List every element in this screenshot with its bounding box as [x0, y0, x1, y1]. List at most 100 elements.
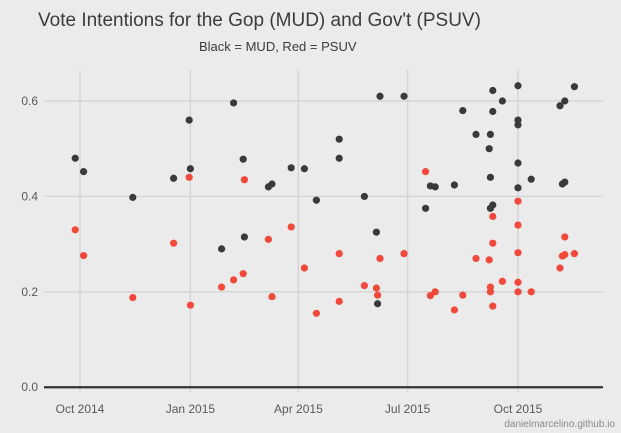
- mud-point: [287, 164, 295, 172]
- psuv-point: [556, 264, 564, 272]
- psuv-point: [431, 288, 439, 296]
- psuv-point: [422, 168, 430, 176]
- mud-point: [376, 92, 384, 100]
- psuv-point: [561, 233, 569, 241]
- psuv-point: [335, 250, 343, 258]
- x-tick-label: Oct 2015: [494, 402, 543, 416]
- psuv-point: [376, 254, 384, 263]
- y-tick-label: 0.0: [21, 380, 38, 394]
- mud-point: [561, 178, 569, 186]
- mud-point: [239, 155, 247, 163]
- psuv-point: [489, 212, 497, 221]
- psuv-point: [514, 221, 522, 229]
- mud-point: [360, 192, 368, 201]
- psuv-point: [335, 297, 343, 305]
- psuv-point: [426, 292, 434, 300]
- chart-title: Vote Intentions for the Gop (MUD) and Go…: [38, 10, 481, 31]
- mud-point: [230, 99, 238, 107]
- mud-point: [129, 193, 137, 201]
- psuv-point: [239, 270, 247, 278]
- mud-point: [486, 173, 494, 181]
- psuv-point: [489, 239, 497, 247]
- mud-point: [450, 181, 458, 189]
- x-tick-label: Jan 2015: [166, 402, 216, 416]
- psuv-point: [561, 251, 569, 259]
- chart-subtitle: Black = MUD, Red = PSUV: [199, 39, 357, 54]
- mud-point: [527, 175, 535, 183]
- psuv-point: [287, 223, 295, 231]
- psuv-point: [485, 256, 493, 264]
- x-tick-label: Jul 2015: [385, 402, 431, 416]
- mud-point: [561, 97, 569, 105]
- mud-point: [335, 154, 343, 162]
- psuv-point: [230, 276, 238, 284]
- credit-text: danielmarcelino.github.io: [504, 419, 615, 430]
- psuv-point: [360, 282, 368, 290]
- mud-point: [372, 228, 380, 236]
- psuv-point: [570, 250, 579, 258]
- mud-point: [422, 204, 430, 212]
- psuv-point: [472, 254, 480, 263]
- y-tick-label: 0.2: [21, 285, 38, 299]
- mud-point: [400, 92, 408, 100]
- mud-point: [489, 201, 497, 209]
- psuv-point: [264, 235, 272, 243]
- psuv-point: [486, 288, 494, 296]
- mud-point: [80, 168, 88, 176]
- x-tick-label: Oct 2014: [56, 402, 105, 416]
- psuv-point: [240, 176, 248, 184]
- psuv-point: [218, 283, 226, 291]
- mud-point: [489, 86, 497, 95]
- mud-point: [335, 135, 343, 143]
- psuv-point: [498, 277, 506, 285]
- psuv-point: [185, 173, 193, 181]
- mud-point: [186, 165, 194, 173]
- mud-point: [514, 82, 522, 90]
- x-tick-label: Apr 2015: [274, 402, 323, 416]
- psuv-point: [514, 197, 522, 205]
- mud-point: [300, 165, 308, 173]
- mud-point: [570, 83, 579, 91]
- mud-point: [472, 130, 480, 138]
- mud-point: [459, 106, 467, 115]
- mud-point: [185, 116, 193, 124]
- mud-point: [514, 121, 522, 129]
- mud-point: [240, 233, 248, 241]
- psuv-point: [514, 278, 522, 286]
- psuv-point: [186, 301, 194, 309]
- psuv-point: [450, 306, 458, 314]
- psuv-point: [170, 239, 178, 247]
- mud-point: [556, 102, 564, 110]
- psuv-point: [459, 291, 467, 299]
- mud-point: [485, 145, 493, 153]
- psuv-point: [312, 309, 320, 317]
- psuv-point: [514, 249, 522, 257]
- mud-point: [268, 180, 276, 188]
- psuv-point: [400, 250, 408, 258]
- psuv-point: [80, 251, 88, 260]
- psuv-point: [527, 288, 535, 296]
- psuv-point: [71, 226, 79, 234]
- y-tick-label: 0.4: [21, 189, 38, 203]
- mud-point: [312, 196, 320, 204]
- y-tick-label: 0.6: [21, 94, 38, 108]
- psuv-point: [374, 291, 382, 299]
- psuv-point: [372, 284, 380, 292]
- psuv-point: [268, 292, 276, 301]
- mud-point: [170, 174, 178, 182]
- mud-point: [431, 183, 439, 191]
- psuv-point: [489, 302, 497, 310]
- psuv-point: [129, 293, 137, 302]
- mud-point: [514, 159, 522, 167]
- psuv-point: [300, 264, 308, 272]
- mud-point: [498, 97, 506, 105]
- psuv-point: [514, 288, 522, 296]
- mud-point: [71, 154, 79, 162]
- mud-point: [514, 184, 522, 192]
- mud-point: [489, 107, 497, 116]
- mud-point: [486, 130, 494, 138]
- mud-point: [218, 245, 226, 253]
- mud-point: [374, 300, 382, 308]
